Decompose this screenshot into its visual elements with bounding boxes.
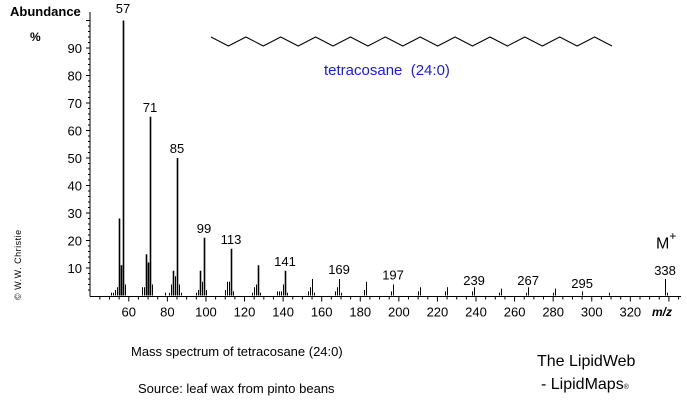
peak-label: 295 <box>571 276 593 291</box>
peak-label: 338 <box>654 263 676 278</box>
y-tick-label: 40 <box>68 179 82 194</box>
axes: 10 20 30 40 50 60 70 80 90 60 80 100 120 140 160 180 200… <box>68 12 681 320</box>
x-tick-label: 180 <box>349 305 371 320</box>
y-tick-label: 80 <box>68 69 82 84</box>
molecular-ion-m: M <box>656 235 670 253</box>
peak-labels: 57 71 85 99 113 141 169 197 239 267 295 338 <box>116 1 676 291</box>
peak-label: 197 <box>382 268 404 283</box>
y-tick-label: 70 <box>68 96 82 111</box>
x-tick-label: 300 <box>581 305 603 320</box>
x-tick-label: 140 <box>272 305 294 320</box>
brand-lipidmaps: - LipidMaps® <box>541 376 629 394</box>
brand-lipidmaps-text: - LipidMaps <box>541 376 624 393</box>
peak-label: 113 <box>221 232 242 247</box>
x-axis-title: m/z <box>652 305 673 319</box>
peak-label: 239 <box>463 273 485 288</box>
peak-label: 57 <box>116 1 130 16</box>
registered-mark-icon: ® <box>623 384 629 391</box>
copyright-text: © W.W. Christie <box>13 229 23 300</box>
x-tick-label: 120 <box>234 305 256 320</box>
y-tick-label: 50 <box>68 151 82 166</box>
x-tick-label: 320 <box>619 305 641 320</box>
peak-label: 71 <box>143 100 157 115</box>
x-tick-label: 200 <box>388 305 410 320</box>
peak-label: 99 <box>197 221 211 236</box>
y-tick-label: 30 <box>68 206 82 221</box>
x-tick-label: 160 <box>311 305 333 320</box>
peak-label: 169 <box>328 262 350 277</box>
x-tick-label: 100 <box>195 305 217 320</box>
x-tick-label: 260 <box>504 305 526 320</box>
x-tick-label: 80 <box>160 305 174 320</box>
y-tick-label: 20 <box>68 234 82 249</box>
y-tick-label: 60 <box>68 124 82 139</box>
y-axis-unit: % <box>30 30 41 44</box>
peak-bars <box>111 20 668 296</box>
brand-lipidweb: The LipidWeb <box>537 353 636 370</box>
x-tick-label: 280 <box>542 305 564 320</box>
molecular-ion-label: M+ <box>656 229 677 253</box>
compound-label: tetracosane (24:0) <box>324 62 450 79</box>
y-tick-label: 90 <box>68 41 82 56</box>
x-tick-label: 60 <box>122 305 136 320</box>
y-tick-label: 10 <box>68 261 82 276</box>
molecular-ion-charge: + <box>669 229 677 243</box>
x-tick-label: 240 <box>465 305 487 320</box>
peak-label: 141 <box>274 254 296 269</box>
peak-label: 267 <box>517 273 539 288</box>
tetracosane-structure-icon <box>210 36 613 47</box>
peak-label: 85 <box>170 141 184 156</box>
chart-caption: Mass spectrum of tetracosane (24:0) <box>131 344 343 359</box>
x-tick-label: 220 <box>427 305 449 320</box>
y-axis-title: Abundance <box>10 4 81 19</box>
chart-source: Source: leaf wax from pinto beans <box>138 381 335 396</box>
